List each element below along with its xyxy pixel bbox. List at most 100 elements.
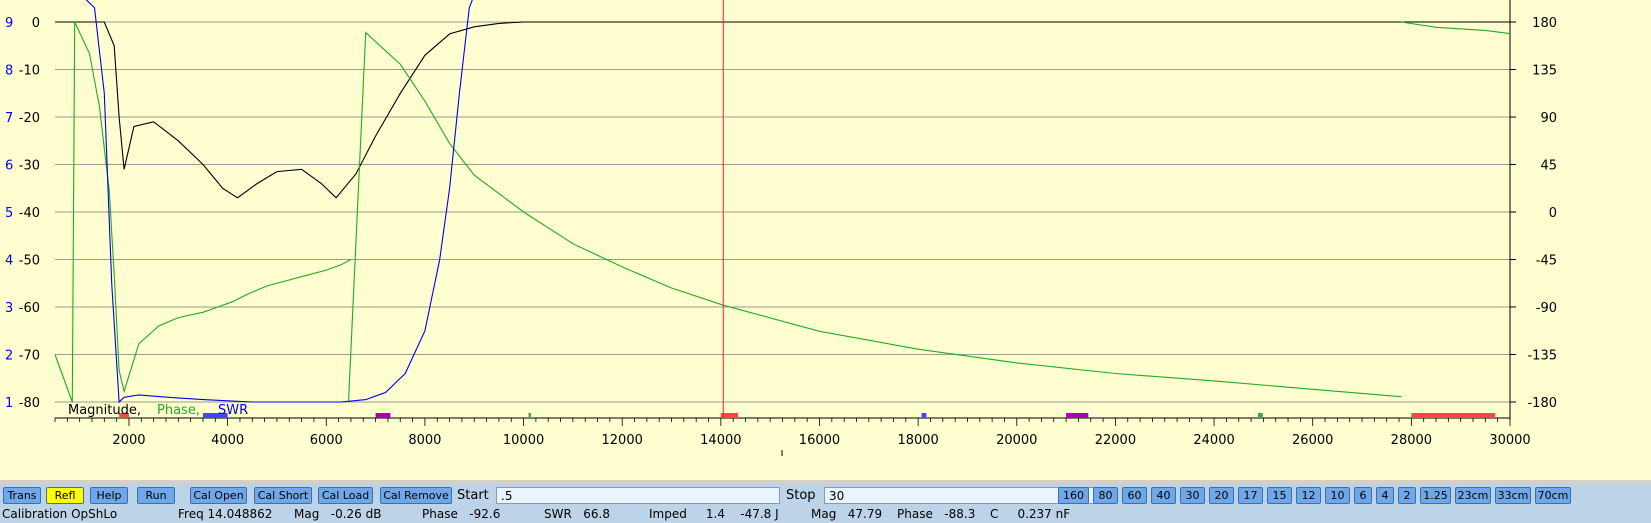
band-button-23cm[interactable]: 23cm: [1455, 487, 1491, 504]
x-tick-label: 24000: [1193, 433, 1234, 448]
swr-tick-label: 3: [5, 301, 13, 316]
series-phase3: [1401, 21, 1511, 35]
band-button-6[interactable]: 6: [1354, 487, 1372, 504]
band-marker: [202, 413, 228, 418]
band-button-15[interactable]: 15: [1267, 487, 1292, 504]
phase-tick-label: 0: [1549, 206, 1557, 221]
phase-tick-label: -45: [1536, 254, 1557, 269]
swr-tick-label: 7: [5, 111, 13, 126]
band-marker: [375, 413, 391, 418]
stop-label: Stop: [786, 488, 816, 503]
band-marker: [720, 413, 739, 418]
control-bar: Trans Refl Help Run Cal Open Cal Short C…: [0, 484, 1651, 506]
x-tick-label: 8000: [408, 433, 441, 448]
phase-tick-label: -90: [1536, 301, 1557, 316]
cal-open-button[interactable]: Cal Open: [190, 487, 247, 504]
mag2-readout: Mag 47.79: [811, 507, 883, 521]
phase-tick-label: 180: [1532, 16, 1557, 31]
band-button-80[interactable]: 80: [1093, 487, 1118, 504]
swr-tick-label: 4: [5, 254, 13, 269]
band-marker: [119, 413, 129, 418]
band-button-33cm[interactable]: 33cm: [1495, 487, 1531, 504]
mag-tick-label: 0: [32, 16, 40, 31]
swr-tick-label: 6: [5, 159, 13, 174]
phase-tick-label: 135: [1532, 64, 1557, 79]
band-button-1.25[interactable]: 1.25: [1420, 487, 1451, 504]
swr-tick-label: 1: [5, 396, 13, 411]
cal-load-button[interactable]: Cal Load: [318, 487, 373, 504]
band-button-30[interactable]: 30: [1180, 487, 1205, 504]
x-tick-label: 12000: [602, 433, 643, 448]
band-button-60[interactable]: 60: [1122, 487, 1147, 504]
x-tick-label: 18000: [897, 433, 938, 448]
run-button[interactable]: Run: [137, 487, 175, 504]
band-marker: [1066, 413, 1089, 418]
band-button-12[interactable]: 12: [1296, 487, 1321, 504]
trans-button[interactable]: Trans: [3, 487, 41, 504]
start-input[interactable]: [496, 487, 780, 504]
series-phase2: [347, 31, 1402, 403]
mag-tick-label: -50: [19, 254, 40, 269]
phase-tick-label: 90: [1540, 111, 1557, 126]
x-tick-label: 6000: [310, 433, 343, 448]
swr-tick-label: 2: [5, 349, 13, 364]
band-button-4[interactable]: 4: [1376, 487, 1394, 504]
x-tick-label: 28000: [1391, 433, 1432, 448]
mag-tick-label: -60: [19, 301, 40, 316]
phase-tick-label: 45: [1540, 159, 1557, 174]
band-button-10[interactable]: 10: [1325, 487, 1350, 504]
grid-layer: [55, 21, 1510, 403]
mag-tick-label: -30: [19, 159, 40, 174]
mag-tick-label: -80: [19, 396, 40, 411]
band-marker: [1257, 413, 1263, 418]
band-button-160[interactable]: 160: [1058, 487, 1089, 504]
legend: Magnitude, Phase, SWR: [68, 403, 248, 418]
refl-button[interactable]: Refl: [46, 487, 84, 504]
band-button-40[interactable]: 40: [1151, 487, 1176, 504]
mag-tick-label: -20: [19, 111, 40, 126]
band-marker: [1411, 413, 1496, 418]
cal-remove-button[interactable]: Cal Remove: [380, 487, 452, 504]
mag-readout: Mag -0.26 dB: [294, 507, 382, 521]
mag-tick-label: -10: [19, 64, 40, 79]
calibration-status: Calibration OpShLo: [2, 507, 118, 521]
legend-entry: Phase,: [157, 403, 200, 418]
phase-readout: Phase -92.6: [422, 507, 501, 521]
series-phase: [54, 21, 352, 403]
x-tick-label: 4000: [211, 433, 244, 448]
x-tick-label: 16000: [799, 433, 840, 448]
mag-tick-label: -40: [19, 206, 40, 221]
start-label: Start: [457, 488, 489, 503]
chart-area[interactable]: 9 0 180 8 -10 135 7 -20 90 6 -30 45 5 -40 0 4 -50 -45 3 -60…: [0, 0, 1651, 480]
x-tick-label: 20000: [996, 433, 1037, 448]
capacitance-readout: C 0.237 nF: [990, 507, 1071, 521]
band-marker: [921, 413, 927, 418]
series-swr: [85, 0, 473, 404]
x-tick-label: 14000: [700, 433, 741, 448]
help-button[interactable]: Help: [90, 487, 128, 504]
band-button-17[interactable]: 17: [1238, 487, 1263, 504]
band-button-2[interactable]: 2: [1398, 487, 1416, 504]
x-tick-label: 10000: [503, 433, 544, 448]
cal-short-button[interactable]: Cal Short: [254, 487, 312, 504]
series-layer: [54, 0, 1511, 418]
x-tick-label: 26000: [1292, 433, 1333, 448]
imped-readout: Imped 1.4 -47.8 J: [649, 507, 779, 521]
band-marker: [528, 413, 531, 418]
x-tick-label: 22000: [1095, 433, 1136, 448]
swr-tick-label: 9: [5, 16, 13, 31]
legend-entry: Magnitude,: [68, 403, 141, 418]
x-tick-label: 30000: [1489, 433, 1530, 448]
series-magnitude: [55, 21, 1510, 199]
legend-entry: SWR: [218, 403, 248, 418]
band-button-70cm[interactable]: 70cm: [1535, 487, 1571, 504]
x-tick-label: 2000: [112, 433, 145, 448]
band-button-20[interactable]: 20: [1209, 487, 1234, 504]
status-bar: Calibration OpShLo Freq 14.048862 Mag -0…: [0, 506, 1651, 523]
phase-tick-label: -135: [1527, 349, 1557, 364]
swr-tick-label: 5: [5, 206, 13, 221]
freq-readout: Freq 14.048862: [178, 507, 273, 521]
stop-input[interactable]: [824, 487, 1110, 504]
swr-readout: SWR 66.8: [544, 507, 610, 521]
